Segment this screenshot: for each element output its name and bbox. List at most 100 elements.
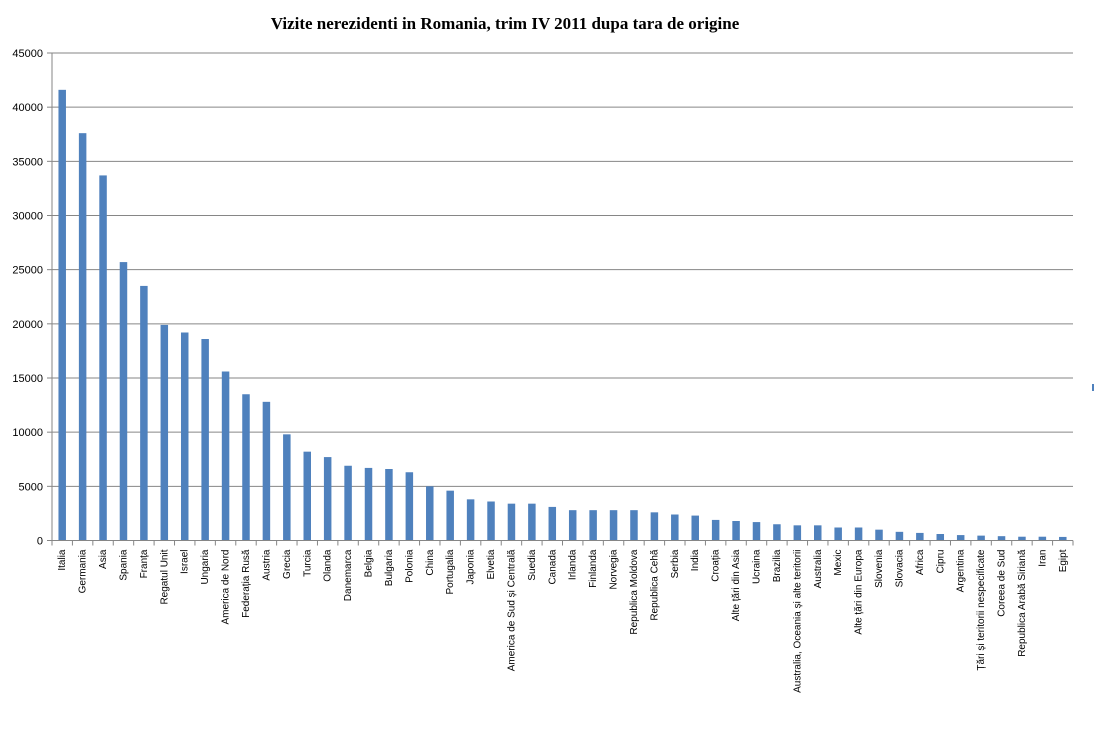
x-tick-label: Alte țări din Asia <box>731 549 742 621</box>
x-tick-label: Brazilia <box>772 549 783 582</box>
bar <box>732 521 740 541</box>
bar <box>385 469 393 541</box>
bar <box>323 457 332 541</box>
bar <box>814 525 822 541</box>
bar <box>793 525 802 541</box>
x-tick-label: Alte țări din Europa <box>854 549 865 634</box>
bar <box>956 535 965 541</box>
bar <box>405 472 414 541</box>
x-tick-label: Australia, Oceania și alte teritorii <box>792 550 803 693</box>
y-tick-label: 10000 <box>12 427 43 439</box>
x-tick-label: Elvetia <box>486 549 497 579</box>
bar <box>1038 536 1047 541</box>
x-tick-label: Australia <box>813 549 824 588</box>
x-tick-label: Canada <box>547 549 558 584</box>
bar <box>58 89 66 541</box>
x-axis-labels: Italia Germania Asia Spania Franța Regatul Un… <box>51 540 1074 693</box>
bar <box>160 324 169 541</box>
bar <box>650 512 659 541</box>
bar <box>936 534 945 541</box>
x-tick-label: Argentina <box>956 549 967 592</box>
bar <box>344 465 352 541</box>
x-tick-label: Republica Moldova <box>629 549 640 634</box>
x-tick-label: Coreea de Sud <box>997 550 1008 617</box>
bar <box>548 506 557 541</box>
bar <box>609 510 618 541</box>
x-tick-label: America de Sud și Centrală <box>506 549 517 671</box>
x-tick-label: Belgia <box>364 549 375 577</box>
bar <box>507 503 516 541</box>
x-tick-label: Olanda <box>323 549 334 582</box>
bar <box>834 527 842 541</box>
x-tick-label: Finlanda <box>588 549 599 588</box>
bar <box>78 133 87 541</box>
bar <box>977 535 985 541</box>
bar <box>262 401 271 541</box>
x-tick-label: Franța <box>139 549 150 578</box>
bar <box>773 524 781 541</box>
bar <box>711 519 720 541</box>
y-tick-label: 30000 <box>12 211 43 223</box>
x-tick-label: Danemarca <box>343 549 354 601</box>
x-tick-label: Serbia <box>670 549 681 578</box>
x-tick-label: Egipt <box>1058 549 1069 572</box>
x-tick-label: Suedia <box>527 549 538 581</box>
bar <box>426 486 434 541</box>
x-tick-label: China <box>425 549 436 576</box>
bar <box>997 536 1006 541</box>
bar <box>1059 536 1067 541</box>
x-tick-label: Austria <box>261 549 272 581</box>
x-tick-label: Spania <box>118 549 129 581</box>
bar <box>364 467 373 541</box>
x-tick-label: Regatul Unit <box>159 549 170 604</box>
y-tick-label: 15000 <box>12 373 43 385</box>
bar <box>466 499 475 541</box>
x-tick-label: Asia <box>98 549 109 569</box>
x-tick-label: Ucraina <box>751 549 762 584</box>
bar <box>752 522 761 541</box>
x-tick-label: Portugalia <box>445 549 456 594</box>
bar <box>630 510 638 541</box>
x-tick-label: Israel <box>180 550 191 574</box>
x-tick-label: Bulgaria <box>384 549 395 586</box>
bar <box>140 285 148 541</box>
bar <box>528 503 536 541</box>
y-tick-label: 20000 <box>12 319 43 331</box>
y-tick-label: 35000 <box>12 156 43 168</box>
x-tick-label: Germania <box>78 549 89 593</box>
bar <box>854 527 863 541</box>
x-tick-label: Italia <box>57 549 68 571</box>
x-tick-label: America de Nord <box>221 550 232 625</box>
y-tick-label: 5000 <box>19 481 43 493</box>
y-tick-label: 25000 <box>12 265 43 277</box>
bar <box>875 529 883 541</box>
bar <box>691 515 699 541</box>
x-tick-label: Japonia <box>466 549 477 584</box>
y-axis-ticks: 0 5000 10000 15000 20000 25000 30000 35000 40000… <box>12 48 52 548</box>
x-tick-label: Irlanda <box>568 549 579 580</box>
bar <box>1018 536 1026 541</box>
bar <box>916 532 924 541</box>
x-tick-label: India <box>690 549 701 571</box>
bar <box>895 531 904 541</box>
bar <box>568 510 577 541</box>
bar <box>201 339 209 541</box>
x-tick-label: Ungaria <box>200 549 211 584</box>
bar <box>242 394 250 541</box>
bar <box>671 514 679 541</box>
y-tick-label: 0 <box>37 536 43 548</box>
x-tick-label: Cipru <box>935 550 946 574</box>
x-tick-label: Slovacia <box>894 549 905 587</box>
x-tick-label: Slovenia <box>874 549 885 588</box>
bar <box>180 332 189 541</box>
y-tick-label: 40000 <box>12 102 43 114</box>
bar <box>99 175 107 541</box>
x-tick-label: Norvegia <box>609 549 620 589</box>
bar <box>221 371 230 541</box>
x-tick-label: Țări și teritorii nespecificate <box>976 549 987 671</box>
bar <box>283 434 291 541</box>
x-tick-label: Iran <box>1037 550 1048 567</box>
x-tick-label: Africa <box>915 549 926 575</box>
x-tick-label: Republica Arabă Siriană <box>1017 549 1028 657</box>
